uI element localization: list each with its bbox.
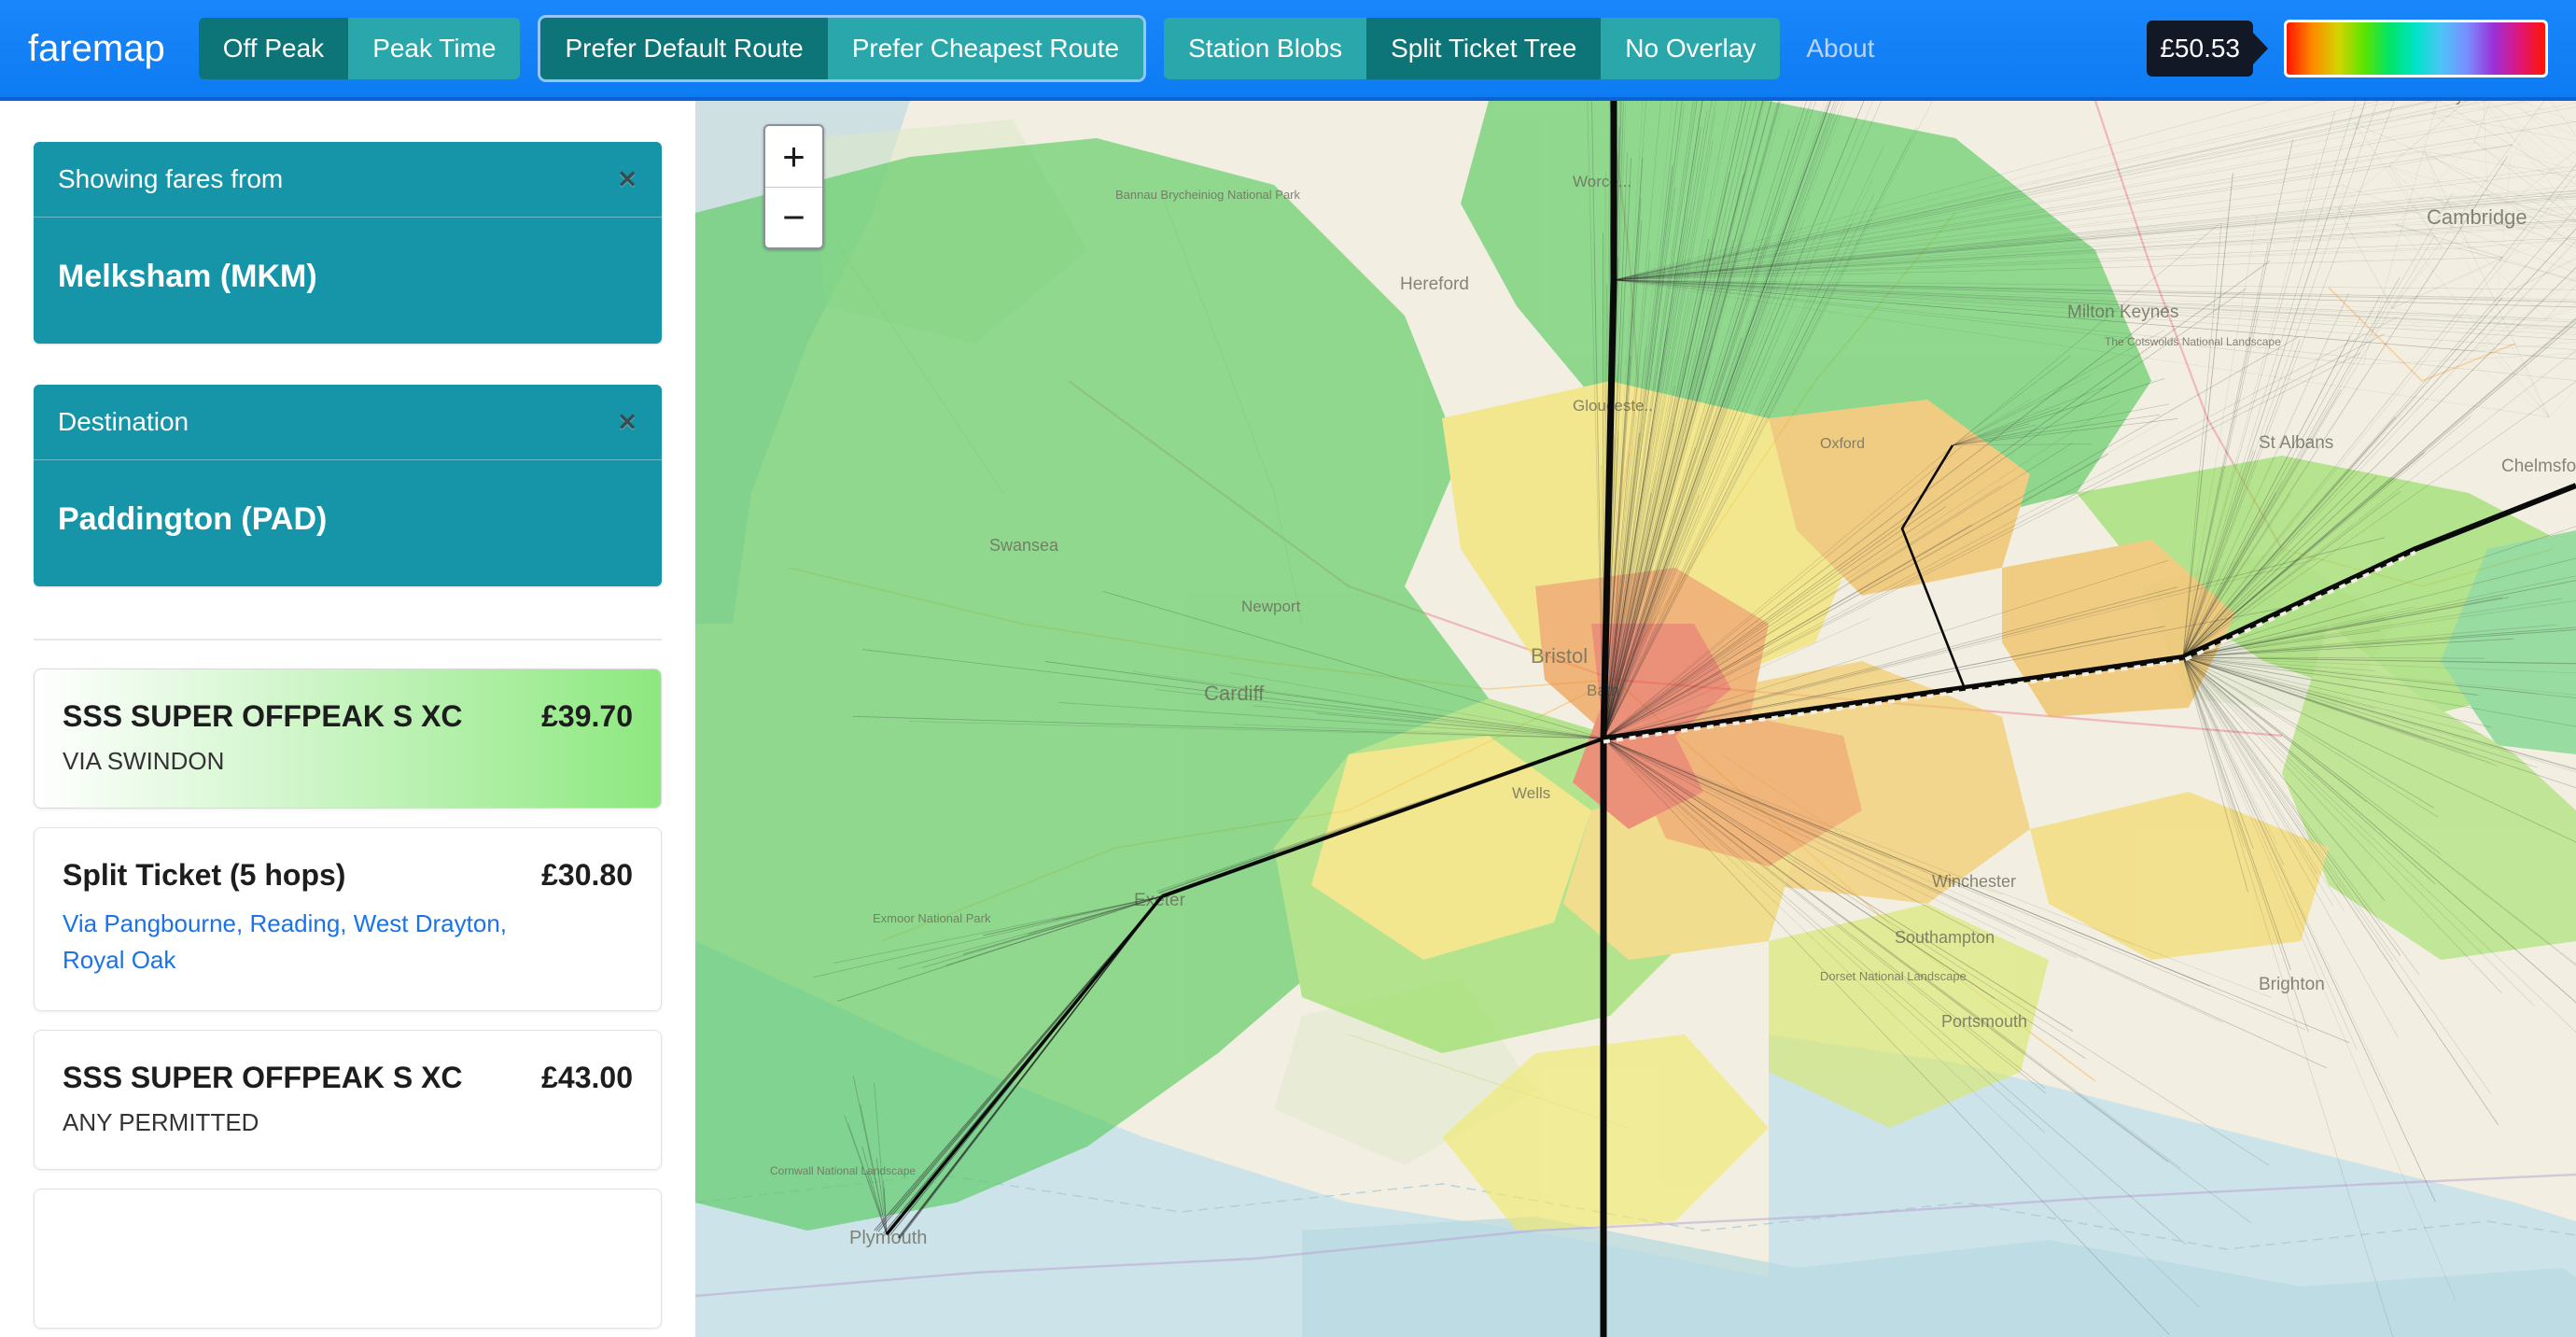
svg-text:Hereford: Hereford xyxy=(1400,274,1469,294)
svg-text:Wells: Wells xyxy=(1512,784,1550,802)
svg-text:Cornwall National Landscape: Cornwall National Landscape xyxy=(770,1164,916,1177)
svg-text:Newport: Newport xyxy=(1241,598,1301,615)
svg-text:Bannau Brycheiniog National Pa: Bannau Brycheiniog National Park xyxy=(1115,188,1301,202)
svg-text:Exmoor National Park: Exmoor National Park xyxy=(873,911,991,925)
svg-text:The Cotswolds National Landsca: The Cotswolds National Landscape xyxy=(2105,335,2281,348)
svg-text:Chelmsford: Chelmsford xyxy=(2501,457,2576,476)
svg-text:Bristol: Bristol xyxy=(1531,644,1588,668)
svg-text:Dorset National Landscape: Dorset National Landscape xyxy=(1820,969,1967,983)
svg-text:Southampton: Southampton xyxy=(1895,928,1995,947)
svg-text:Swansea: Swansea xyxy=(989,536,1059,555)
svg-text:Brighton: Brighton xyxy=(2259,975,2325,994)
svg-text:Cardiff: Cardiff xyxy=(1204,682,1265,705)
svg-text:Oxford: Oxford xyxy=(1820,436,1865,452)
